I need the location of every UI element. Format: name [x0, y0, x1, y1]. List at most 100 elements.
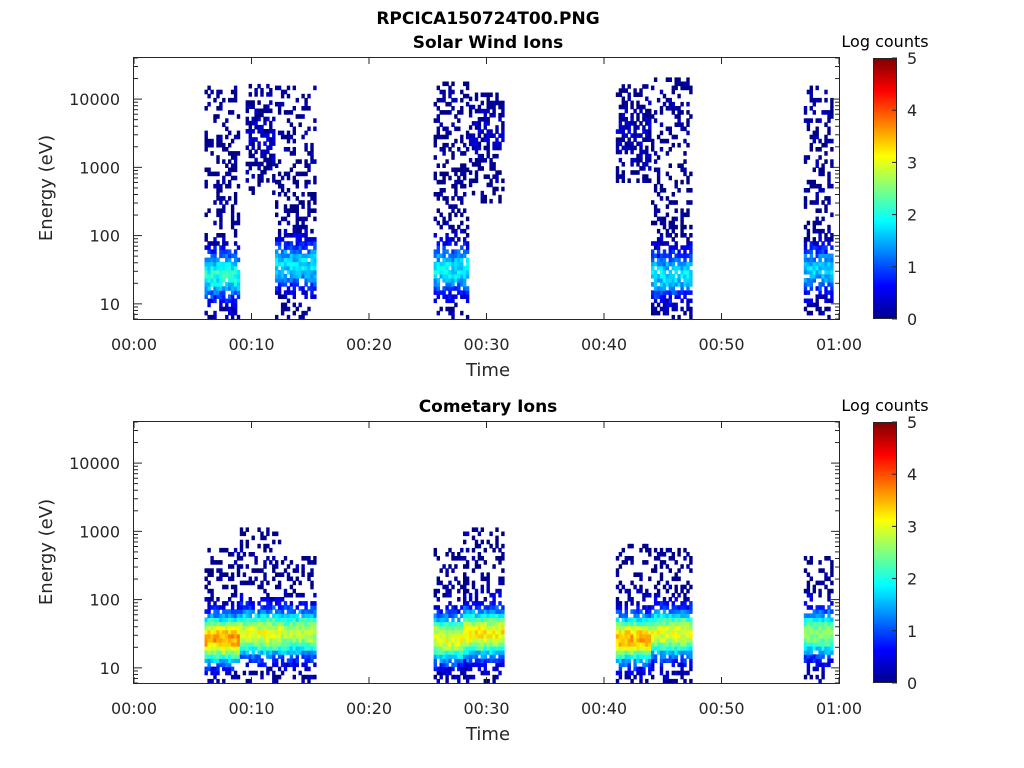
heatmap-cell [674, 278, 678, 283]
heatmap-cell [289, 249, 294, 254]
heatmap-cell [468, 133, 473, 138]
heatmap-cell [277, 646, 282, 651]
heatmap-cell [680, 638, 684, 643]
heatmap-cell [439, 269, 443, 275]
heatmap-cell [483, 613, 487, 618]
heatmap-cell [219, 642, 223, 647]
heatmap-cell [618, 564, 623, 569]
heatmap-cell [818, 253, 822, 259]
heatmap-cell [480, 650, 484, 655]
heatmap-cell [812, 167, 816, 173]
heatmap-cell [630, 121, 634, 126]
heatmap-cell [803, 200, 808, 205]
heatmap-cell [442, 269, 446, 275]
heatmap-cell [433, 674, 437, 680]
heatmap-cell [621, 100, 625, 106]
heatmap-cell [292, 666, 296, 672]
heatmap-cell [216, 269, 220, 275]
heatmap-cell [645, 560, 649, 565]
heatmap-cell [659, 658, 664, 663]
heatmap-cell [680, 564, 684, 569]
heatmap-cell [222, 142, 226, 148]
heatmap-cell [266, 104, 270, 109]
heatmap-cell [686, 77, 690, 82]
heatmap-cell [492, 654, 496, 659]
heatmap-cell [460, 110, 464, 115]
heatmap-cell [307, 274, 311, 279]
heatmap-cell [266, 613, 270, 618]
heatmap-cell [468, 674, 473, 680]
heatmap-cell [289, 576, 294, 582]
heatmap-cell [821, 110, 825, 115]
heatmap-cell [827, 662, 831, 668]
heatmap-cell [633, 157, 637, 163]
heatmap-cell [230, 674, 235, 680]
heatmap-cell [824, 629, 828, 635]
heatmap-cell [245, 629, 249, 635]
heatmap-cell [686, 552, 690, 557]
heatmap-cell [239, 605, 244, 610]
heatmap-cell [295, 662, 299, 668]
heatmap-cell [245, 116, 249, 122]
heatmap-cell [222, 625, 226, 631]
heatmap-cell [286, 609, 291, 614]
heatmap-cell [495, 539, 499, 545]
x-tick-label: 00:10 [228, 699, 274, 718]
heatmap-cell [289, 638, 294, 643]
heatmap-cell [639, 666, 643, 672]
heatmap-cell [474, 621, 479, 627]
heatmap-cell [486, 670, 490, 676]
heatmap-cell [275, 237, 279, 242]
heatmap-cell [301, 629, 305, 635]
heatmap-cell [448, 670, 452, 676]
heatmap-cell [251, 654, 255, 659]
heatmap-cell [827, 298, 831, 304]
heatmap-cell [480, 621, 484, 627]
heatmap-cell [809, 625, 813, 631]
heatmap-cell [448, 306, 452, 312]
heatmap-cell [642, 646, 646, 651]
heatmap-cell [295, 654, 299, 659]
heatmap-cell [442, 621, 446, 627]
heatmap-cell [624, 613, 628, 618]
heatmap-cell [436, 208, 440, 213]
heatmap-cell [465, 564, 470, 569]
heatmap-cell [213, 286, 217, 291]
heatmap-cell [621, 145, 625, 151]
heatmap-cell [433, 138, 437, 144]
heatmap-cell [618, 129, 623, 134]
heatmap-cell [474, 527, 479, 532]
heatmap-cell [665, 212, 670, 218]
heatmap-cell [665, 151, 670, 156]
heatmap-cell [465, 580, 470, 586]
heatmap-cell [292, 588, 296, 594]
heatmap-cell [498, 658, 502, 663]
heatmap-cell [213, 314, 217, 320]
heatmap-cell [812, 666, 816, 672]
heatmap-cell [445, 265, 449, 271]
heatmap-cell [465, 658, 470, 663]
heatmap-cell [812, 265, 816, 271]
heatmap-cell [245, 100, 249, 105]
heatmap-cell [230, 208, 235, 213]
heatmap-cell [465, 605, 470, 610]
heatmap-cell [277, 584, 282, 590]
heatmap-cell [448, 269, 452, 275]
heatmap-cell [683, 621, 687, 627]
heatmap-cell [225, 306, 229, 312]
heatmap-cell [454, 204, 458, 209]
heatmap-cell [618, 580, 623, 586]
heatmap-cell [289, 642, 294, 647]
heatmap-cell [803, 629, 808, 635]
heatmap-cell [239, 531, 244, 537]
heatmap-cell [457, 633, 461, 639]
heatmap-cell [269, 650, 273, 655]
heatmap-cell [210, 265, 214, 271]
heatmap-cell [225, 613, 229, 618]
heatmap-cell [803, 621, 808, 627]
heatmap-cell [286, 110, 291, 115]
heatmap-cell [233, 654, 238, 659]
heatmap-cell [639, 642, 643, 647]
heatmap-cell [213, 278, 217, 283]
heatmap-cell [275, 163, 279, 168]
